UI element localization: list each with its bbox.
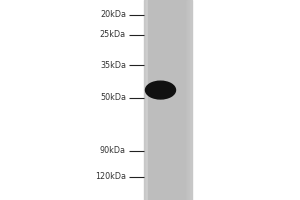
Bar — [177, 0, 178, 200]
Bar — [186, 0, 187, 200]
Bar — [150, 0, 151, 200]
Bar — [190, 0, 191, 200]
Bar — [182, 0, 183, 200]
Bar — [163, 0, 164, 200]
Bar — [156, 0, 157, 200]
Bar — [144, 0, 145, 200]
Bar — [149, 0, 150, 200]
Bar — [146, 0, 147, 200]
Bar — [148, 0, 149, 200]
Bar — [188, 0, 189, 200]
Bar — [187, 0, 188, 200]
Bar — [169, 0, 170, 200]
Bar — [175, 0, 176, 200]
Ellipse shape — [146, 81, 176, 99]
Bar — [165, 0, 166, 200]
Bar — [178, 0, 179, 200]
Bar — [157, 0, 158, 200]
Bar — [179, 0, 180, 200]
Bar — [155, 0, 156, 200]
Text: 20kDa: 20kDa — [100, 10, 126, 19]
Bar — [166, 0, 167, 200]
Bar — [181, 0, 182, 200]
Bar — [171, 0, 172, 200]
Bar — [167, 0, 168, 200]
Bar — [180, 0, 181, 200]
Bar — [147, 0, 148, 200]
Bar — [161, 0, 162, 200]
Bar — [158, 0, 159, 200]
Bar — [159, 0, 160, 200]
Bar — [176, 0, 177, 200]
Bar — [189, 0, 190, 200]
Bar — [172, 0, 173, 200]
Bar — [153, 0, 154, 200]
Bar — [183, 0, 184, 200]
Text: 35kDa: 35kDa — [100, 61, 126, 70]
Text: 50kDa: 50kDa — [100, 93, 126, 102]
Bar — [174, 0, 175, 200]
Bar — [145, 0, 146, 200]
Bar — [162, 0, 163, 200]
Bar — [170, 0, 171, 200]
Bar — [160, 0, 161, 200]
Bar — [191, 0, 192, 200]
Bar — [185, 0, 186, 200]
Text: 120kDa: 120kDa — [95, 172, 126, 181]
Bar — [152, 0, 153, 200]
Bar — [154, 0, 155, 200]
Bar — [184, 0, 185, 200]
Bar — [168, 0, 169, 200]
Text: 25kDa: 25kDa — [100, 30, 126, 39]
Bar — [164, 0, 165, 200]
Bar — [151, 0, 152, 200]
Text: 90kDa: 90kDa — [100, 146, 126, 155]
Bar — [173, 0, 174, 200]
